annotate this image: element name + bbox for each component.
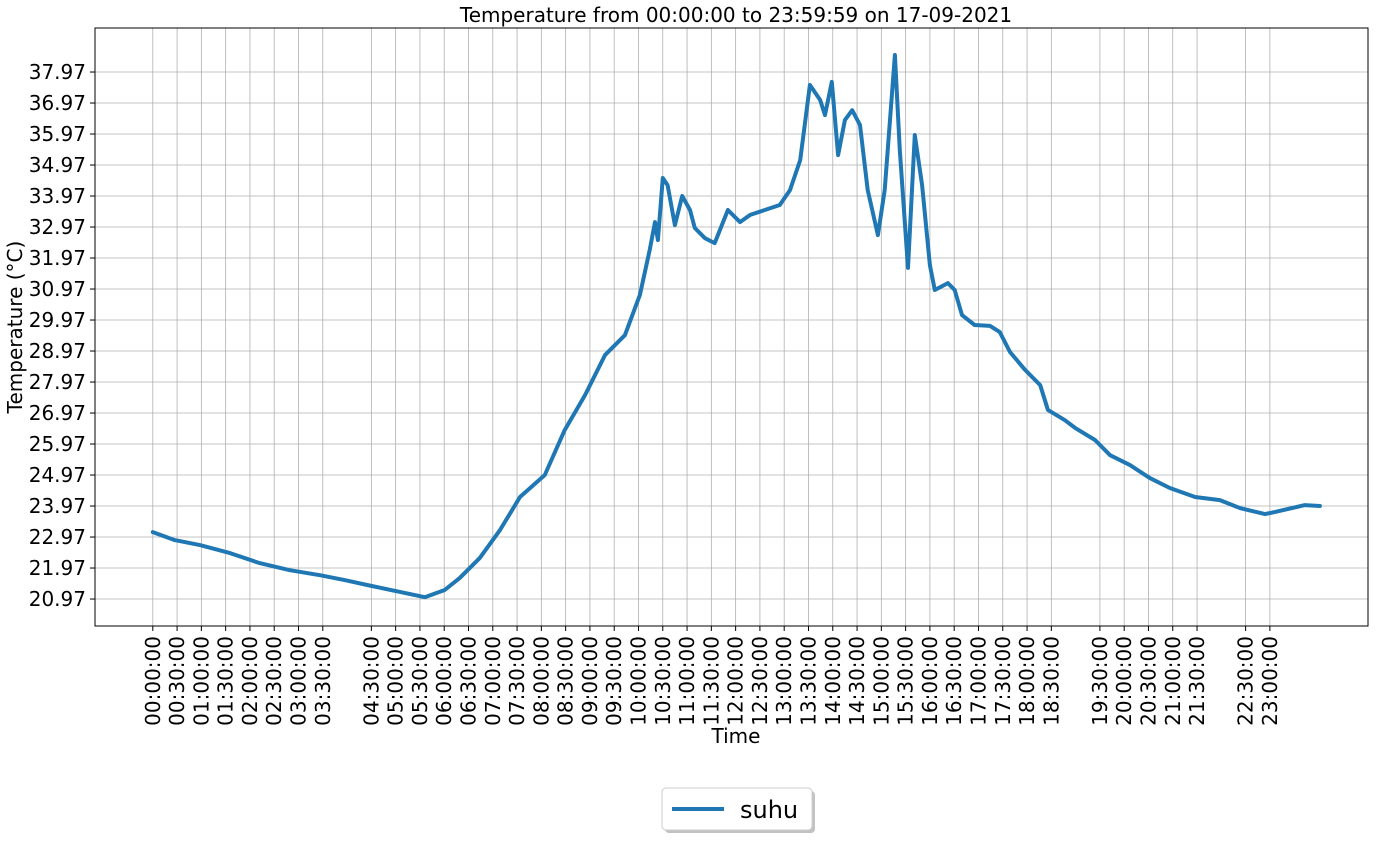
x-tick-label: 08:30:00	[554, 636, 578, 726]
y-tick-label: 28.97	[29, 339, 86, 363]
y-tick-label: 32.97	[29, 215, 86, 239]
x-tick-label: 00:30:00	[165, 636, 189, 726]
x-tick-label: 10:00:00	[626, 636, 650, 726]
x-tick-label: 12:30:00	[748, 636, 772, 726]
x-tick-label: 20:30:00	[1136, 636, 1160, 726]
x-tick-label: 22:30:00	[1234, 636, 1258, 726]
x-tick-label: 21:00:00	[1161, 636, 1185, 726]
x-tick-label: 01:00:00	[189, 636, 213, 726]
x-tick-label: 05:00:00	[384, 636, 408, 726]
x-tick-label: 17:00:00	[966, 636, 990, 726]
x-tick-label: 11:00:00	[675, 636, 699, 726]
x-tick-label: 16:00:00	[918, 636, 942, 726]
x-tick-label: 12:00:00	[724, 636, 748, 726]
x-tick-label: 09:00:00	[578, 636, 602, 726]
plot-frame	[94, 27, 1369, 627]
x-tick-label: 16:30:00	[942, 636, 966, 726]
y-tick-label: 21.97	[29, 556, 86, 580]
y-tick-label: 33.97	[29, 184, 86, 208]
y-tick-label: 22.97	[29, 525, 86, 549]
y-tick-label: 24.97	[29, 463, 86, 487]
x-tick-label: 03:30:00	[311, 636, 335, 726]
x-tick-label: 06:00:00	[432, 636, 456, 726]
x-tick-label: 10:30:00	[651, 636, 675, 726]
legend-label: suhu	[740, 796, 798, 824]
y-tick-label: 25.97	[29, 432, 86, 456]
x-tick-label: 13:00:00	[772, 636, 796, 726]
x-tick-label: 04:30:00	[359, 636, 383, 726]
x-tick-label: 17:30:00	[991, 636, 1015, 726]
y-tick-label: 37.97	[29, 60, 86, 84]
y-tick-label: 34.97	[29, 153, 86, 177]
x-tick-label: 02:30:00	[262, 636, 286, 726]
x-tick-label: 03:00:00	[287, 636, 311, 726]
x-tick-label: 18:00:00	[1015, 636, 1039, 726]
y-tick-label: 35.97	[29, 122, 86, 146]
y-tick-label: 36.97	[29, 91, 86, 115]
x-tick-label: 20:00:00	[1112, 636, 1136, 726]
x-tick-label: 15:30:00	[894, 636, 918, 726]
y-tick-label: 23.97	[29, 494, 86, 518]
x-tick-label: 11:30:00	[699, 636, 723, 726]
y-tick-label: 20.97	[29, 587, 86, 611]
x-tick-label: 00:00:00	[141, 636, 165, 726]
x-tick-label: 08:00:00	[529, 636, 553, 726]
x-tick-label: 14:00:00	[821, 636, 845, 726]
x-tick-label: 05:30:00	[408, 636, 432, 726]
y-tick-label: 26.97	[29, 401, 86, 425]
y-tick-label: 31.97	[29, 246, 86, 270]
x-tick-label: 14:30:00	[845, 636, 869, 726]
x-tick-label: 02:00:00	[238, 636, 262, 726]
y-tick-label: 27.97	[29, 370, 86, 394]
x-tick-label: 01:30:00	[214, 636, 238, 726]
y-axis-label: Temperature (°C)	[3, 241, 27, 415]
x-tick-label: 07:00:00	[481, 636, 505, 726]
x-tick-label: 07:30:00	[505, 636, 529, 726]
y-tick-label: 30.97	[29, 277, 86, 301]
x-tick-label: 19:30:00	[1088, 636, 1112, 726]
x-axis-label: Time	[711, 724, 761, 748]
x-tick-label: 23:00:00	[1258, 636, 1282, 726]
x-tick-label: 21:30:00	[1185, 636, 1209, 726]
chart-title: Temperature from 00:00:00 to 23:59:59 on…	[459, 3, 1012, 27]
x-tick-label: 09:30:00	[602, 636, 626, 726]
x-tick-label: 18:30:00	[1039, 636, 1063, 726]
x-tick-label: 13:30:00	[796, 636, 820, 726]
data-line	[150, 53, 1322, 600]
x-tick-label: 15:00:00	[869, 636, 893, 726]
x-tick-label: 06:30:00	[456, 636, 480, 726]
legend	[661, 787, 813, 831]
y-tick-label: 29.97	[29, 308, 86, 332]
